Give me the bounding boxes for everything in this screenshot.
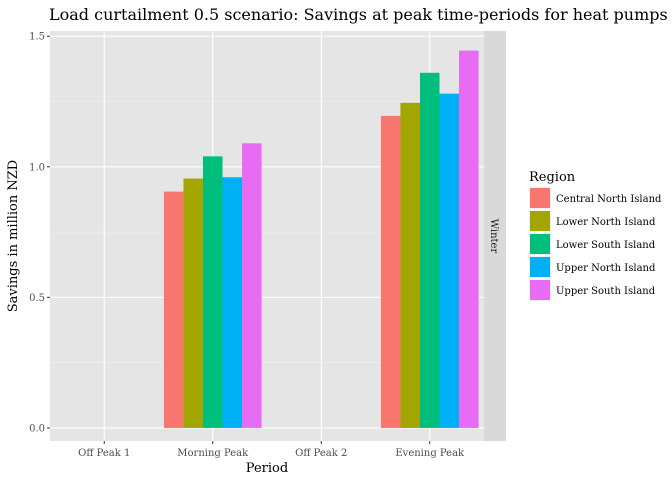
y-axis-ticks: 0.0 0.5 1.0 1.5 [29, 32, 50, 434]
bar [242, 143, 262, 428]
x-tick-label: Morning Peak [177, 448, 249, 459]
chart-title: Load curtailment 0.5 scenario: Savings a… [49, 5, 672, 24]
bar [400, 102, 420, 428]
y-tick-label: 1.5 [29, 32, 45, 43]
x-tick-label: Off Peak 1 [78, 448, 130, 459]
bars [163, 50, 479, 428]
legend-title: Region [529, 170, 576, 185]
y-tick-label: 1.0 [29, 162, 45, 173]
bar [202, 156, 223, 428]
y-tick-label: 0.0 [29, 423, 45, 434]
legend-key [530, 234, 550, 254]
legend: Region Central North Island Lower North I… [529, 170, 662, 301]
legend-label: Upper North Island [556, 263, 656, 274]
bar [419, 72, 440, 428]
bar [459, 50, 479, 428]
bar [183, 178, 203, 428]
y-tick-label: 0.5 [29, 293, 45, 304]
bar [439, 93, 460, 428]
legend-key [530, 188, 550, 208]
y-axis-title: Savings in million NZD [6, 160, 21, 312]
x-tick-label: Off Peak 2 [295, 448, 347, 459]
legend-label: Central North Island [556, 194, 662, 205]
bar [222, 177, 243, 428]
legend-label: Lower South Island [556, 240, 656, 251]
facet-strip-label: Winter [488, 219, 499, 254]
legend-key [530, 257, 550, 277]
x-tick-label: Evening Peak [395, 448, 465, 459]
bar [163, 191, 184, 428]
facet-strip [484, 31, 506, 441]
x-axis-title: Period [246, 461, 288, 476]
x-axis-ticks: Off Peak 1 Morning Peak Off Peak 2 Evening … [78, 441, 465, 459]
legend-label: Lower North Island [556, 217, 656, 228]
legend-key [530, 211, 550, 231]
bar [380, 115, 401, 428]
legend-label: Upper South Island [556, 286, 656, 297]
legend-key [530, 280, 550, 300]
